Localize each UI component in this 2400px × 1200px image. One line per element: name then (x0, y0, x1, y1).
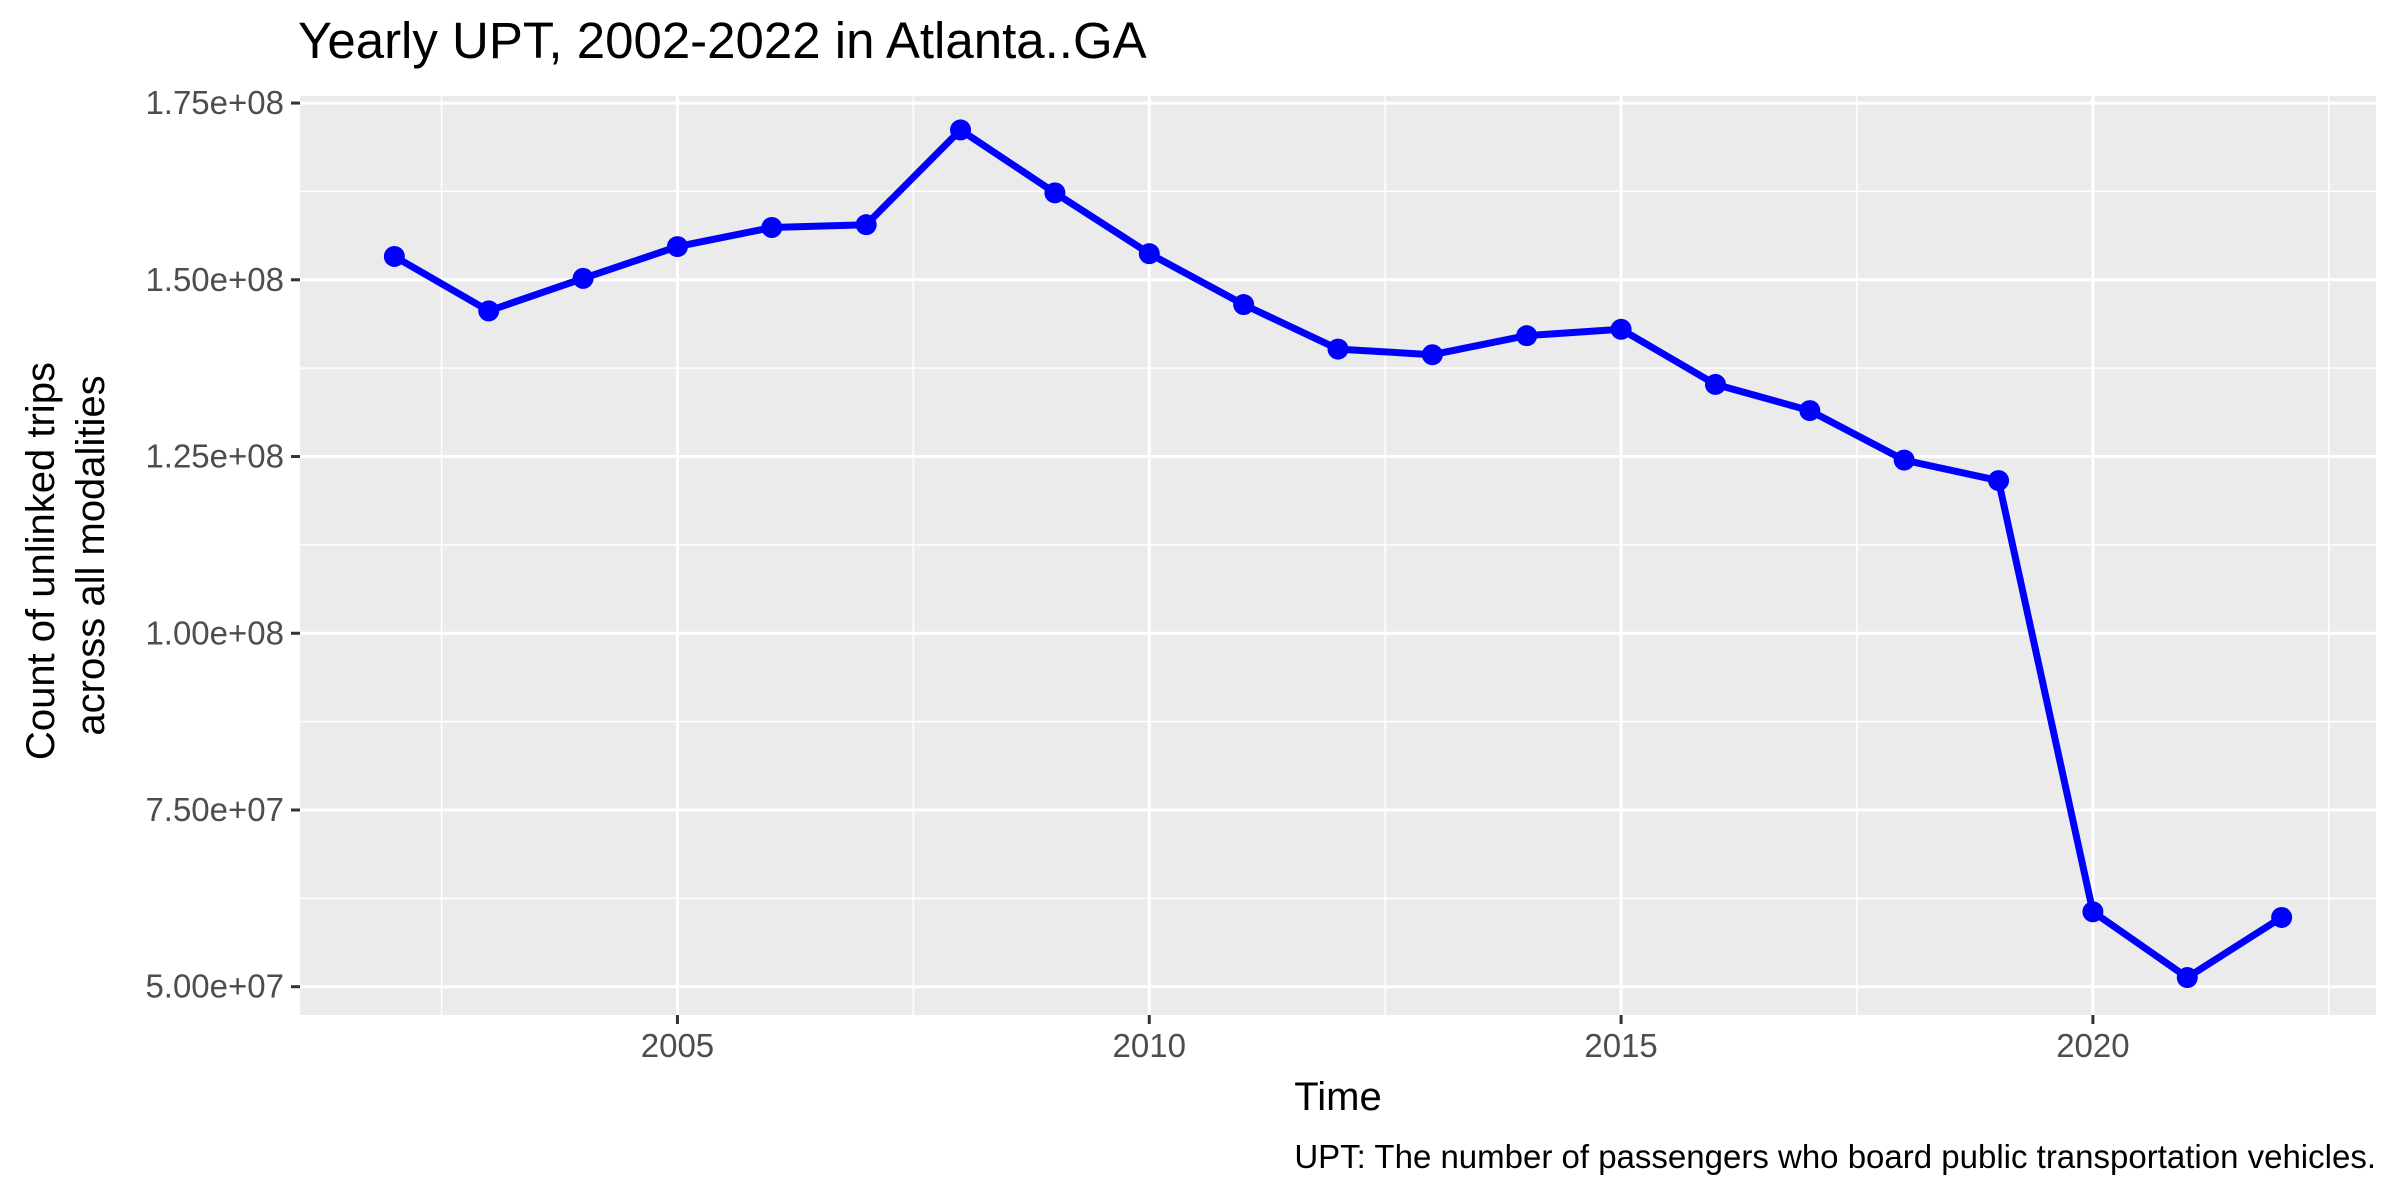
data-point (1799, 400, 1821, 422)
y-axis: 5.00e+07 7.50e+07 1.00e+08 1.25e+08 1.50e+08… (145, 84, 300, 1005)
data-point (855, 214, 877, 236)
data-point (1233, 294, 1255, 316)
data-point (1893, 449, 1915, 471)
data-point (1421, 344, 1443, 366)
y-axis-title-line-2: across all modalities (69, 375, 113, 735)
data-point (1704, 373, 1726, 395)
data-point (1610, 318, 1632, 340)
x-tick-label: 2010 (1113, 1027, 1186, 1064)
data-point (950, 119, 972, 141)
chart-caption: UPT: The number of passengers who board … (1294, 1138, 2376, 1175)
series-layer (383, 119, 2293, 989)
data-point (1138, 243, 1160, 265)
y-axis-title-line-1: Count of unlinked trips (19, 362, 63, 760)
y-tick-label: 5.00e+07 (145, 968, 284, 1005)
x-tick-label: 2005 (641, 1027, 714, 1064)
data-point (666, 236, 688, 258)
data-point (761, 216, 783, 238)
y-axis-title: Count of unlinked trips across all modal… (19, 351, 113, 760)
plot-panel (300, 96, 2376, 1015)
data-point (478, 300, 500, 322)
y-tick-label: 1.25e+08 (145, 438, 284, 475)
data-point (2176, 967, 2198, 989)
y-tick-label: 1.75e+08 (145, 84, 284, 121)
data-point (1327, 338, 1349, 360)
data-point (2271, 906, 2293, 928)
chart-title: Yearly UPT, 2002-2022 in Atlanta..GA (298, 12, 1147, 69)
y-tick-label: 1.50e+08 (145, 261, 284, 298)
data-point (383, 245, 405, 267)
data-point (2082, 901, 2104, 923)
data-point (1516, 325, 1538, 347)
x-tick-label: 2015 (1584, 1027, 1657, 1064)
data-point (1988, 470, 2010, 492)
x-axis: 2005 2010 2015 2020 (641, 1015, 2130, 1064)
data-point (1044, 182, 1066, 204)
y-tick-label: 1.00e+08 (145, 614, 284, 651)
x-axis-title: Time (1294, 1075, 1381, 1119)
x-tick-label: 2020 (2056, 1027, 2129, 1064)
data-point (572, 267, 594, 289)
y-tick-label: 7.50e+07 (145, 791, 284, 828)
